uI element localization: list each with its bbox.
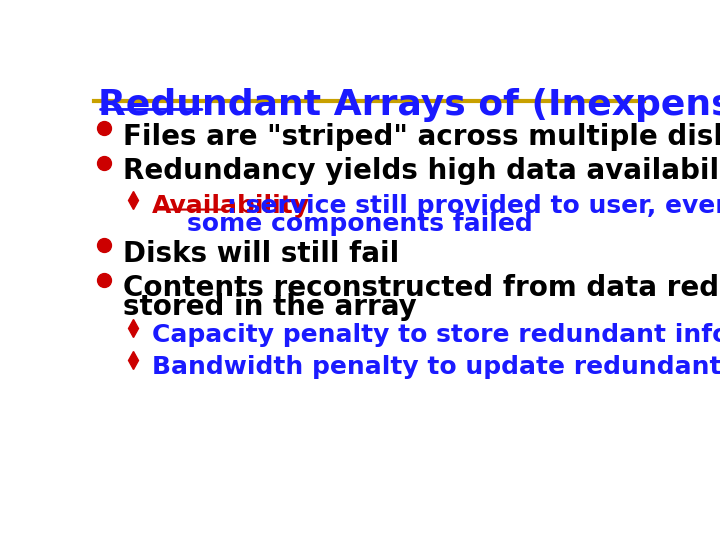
Text: Availability: Availability xyxy=(152,194,310,218)
Text: Redundant Arrays of (Inexpensive) Disks: Redundant Arrays of (Inexpensive) Disks xyxy=(98,88,720,122)
Text: Redundancy yields high data availability: Redundancy yields high data availability xyxy=(122,157,720,185)
Text: stored in the array: stored in the array xyxy=(122,294,416,321)
Text: Contents reconstructed from data redundantly: Contents reconstructed from data redunda… xyxy=(122,274,720,302)
Text: some components failed: some components failed xyxy=(152,212,533,236)
Text: Files are "striped" across multiple disks: Files are "striped" across multiple disk… xyxy=(122,123,720,151)
Text: Disks will still fail: Disks will still fail xyxy=(122,240,399,268)
Text: : service still provided to user, even if: : service still provided to user, even i… xyxy=(228,194,720,218)
Text: Bandwidth penalty to update redundant information: Bandwidth penalty to update redundant in… xyxy=(152,355,720,379)
Text: Capacity penalty to store redundant information: Capacity penalty to store redundant info… xyxy=(152,323,720,347)
